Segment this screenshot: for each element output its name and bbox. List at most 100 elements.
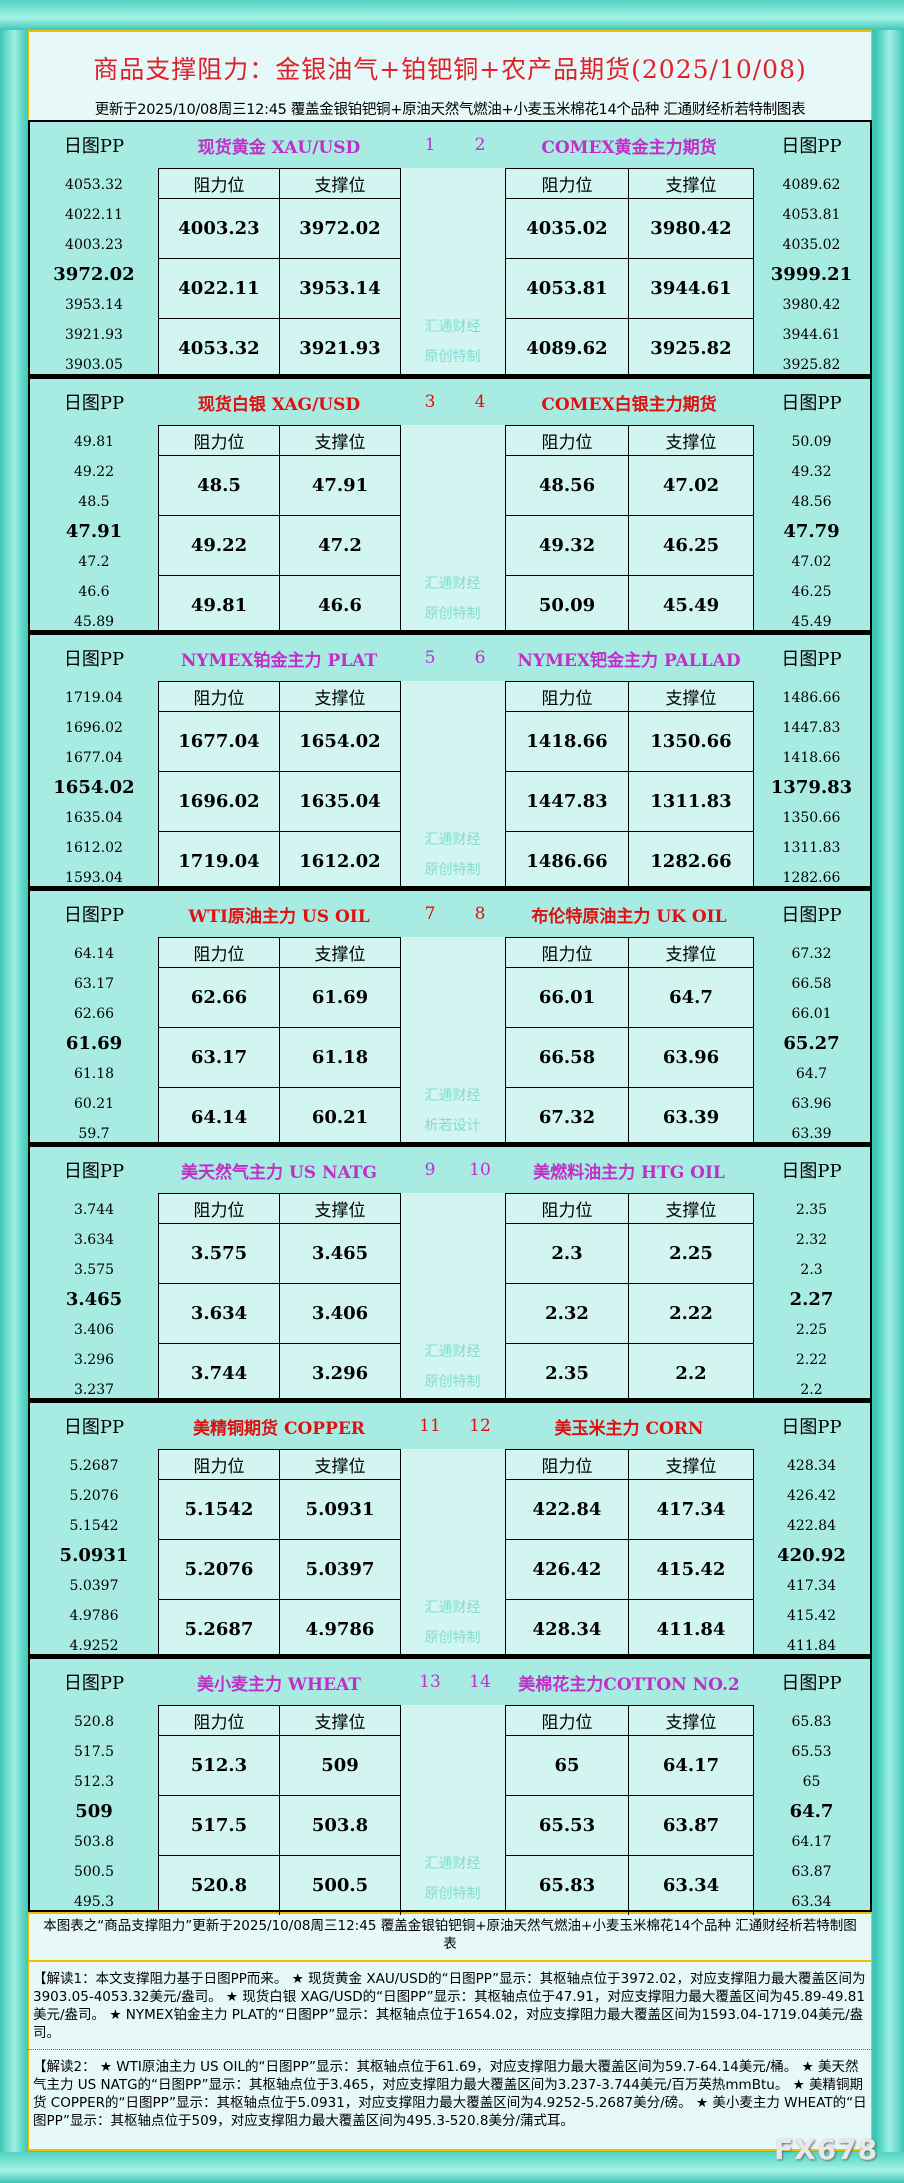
pp-level-value: 500.5 (73, 1864, 115, 1880)
resistance-value: 517.5 (159, 1795, 280, 1855)
pp-level-value: 45.49 (791, 614, 832, 630)
resistance-value: 2.35 (506, 1343, 629, 1403)
pp-level-value: 520.8 (73, 1714, 115, 1730)
section-number-right: 4 (474, 392, 486, 412)
pp-level-value: 517.5 (73, 1744, 115, 1760)
support-value: 45.49 (629, 575, 754, 635)
support-value: 3953.14 (280, 258, 401, 318)
watermark-text: 汇通财经 (424, 1600, 481, 1616)
pp-level-value: 5.2687 (69, 1458, 119, 1474)
level-table-right: 阻力位 支撑位 2.3 2.25 2.32 2.22 2.35 2.2 (505, 1193, 754, 1403)
support-value: 47.2 (280, 515, 401, 575)
level-table-right: 阻力位 支撑位 4035.02 3980.42 4053.81 3944.61 4089.6… (505, 168, 754, 378)
pp-level-value: 63.39 (791, 1126, 832, 1142)
watermark-text: 原创特制 (424, 606, 481, 622)
pp-level-value: 50.09 (791, 434, 832, 450)
support-value: 1654.02 (280, 711, 401, 771)
pp-level-value: 64.14 (73, 946, 115, 962)
watermark-text: 汇通财经 (424, 1344, 481, 1360)
resistance-header: 阻力位 (506, 425, 629, 455)
support-header: 支撑位 (629, 1193, 754, 1223)
resistance-value: 65 (506, 1735, 629, 1795)
pivot-value: 64.7 (789, 1801, 834, 1822)
pp-level-value: 5.1542 (69, 1518, 119, 1534)
pp-label-left: 日图PP (63, 1161, 125, 1182)
resistance-value: 1719.04 (159, 831, 280, 891)
resistance-value: 66.01 (506, 967, 629, 1027)
support-value: 64.17 (629, 1735, 754, 1795)
pivot-value: 1654.02 (53, 777, 135, 798)
pp-level-value: 4022.11 (65, 207, 123, 223)
level-table-left: 阻力位 支撑位 5.1542 5.0931 5.2076 5.0397 5.2687 4.97… (158, 1449, 401, 1659)
pp-level-value: 49.22 (73, 464, 115, 480)
pp-level-value: 3.744 (73, 1202, 115, 1218)
level-table-left: 阻力位 支撑位 62.66 61.69 63.17 61.18 64.14 60.21 (158, 937, 401, 1147)
resistance-header: 阻力位 (159, 1705, 280, 1735)
pp-level-value: 65.53 (791, 1744, 832, 1760)
support-header: 支撑位 (629, 1449, 754, 1479)
pp-level-value: 4035.02 (782, 237, 841, 253)
support-value: 60.21 (280, 1087, 401, 1147)
pivot-value: 2.27 (789, 1289, 834, 1310)
support-value: 415.42 (629, 1539, 754, 1599)
pp-column-right: 428.34 426.42 422.84 420.92 417.34 415.42 411.… (753, 1449, 870, 1654)
commodity-section: 日图PP 美天然气主力 US NATG 9 10 美燃料油主力 HTG OIL 日图PP 3… (28, 1144, 872, 1403)
instrument-name-left: WTI原油主力 US OIL (188, 906, 370, 927)
section-number-left: 7 (424, 904, 436, 924)
support-value: 4.9786 (280, 1599, 401, 1659)
support-value: 509 (280, 1735, 401, 1795)
support-value: 61.69 (280, 967, 401, 1027)
resistance-value: 5.2076 (159, 1539, 280, 1599)
resistance-value: 49.81 (159, 575, 280, 635)
instrument-name-right: 美燃料油主力 HTG OIL (533, 1162, 725, 1183)
pp-label-right: 日图PP (781, 1417, 842, 1438)
pp-label-right: 日图PP (781, 649, 842, 670)
section-number-right: 14 (469, 1672, 491, 1692)
pp-level-value: 66.58 (791, 976, 832, 992)
instrument-name-left: 现货黄金 XAU/USD (197, 137, 361, 158)
commodity-section: 日图PP 现货黄金 XAU/USD 1 2 COMEX黄金主力期货 日图PP 4053.32… (28, 120, 872, 378)
support-value: 3921.93 (280, 318, 401, 378)
pp-label-left: 日图PP (63, 393, 125, 414)
resistance-value: 1418.66 (506, 711, 629, 771)
commodity-section: 日图PP 现货白银 XAG/USD 3 4 COMEX白银主力期货 日图PP 49.81 49… (28, 376, 872, 635)
support-value: 5.0397 (280, 1539, 401, 1599)
footer-read-2: 【解读2： ★ WTI原油主力 US OIL的“日图PP”显示：其枢轴点位于61… (28, 2050, 872, 2151)
pp-level-value: 49.81 (73, 434, 115, 450)
resistance-value: 63.17 (159, 1027, 280, 1087)
section-number-right: 12 (469, 1416, 491, 1436)
pp-column-left: 3.744 3.634 3.575 3.465 3.406 3.296 3.237 (30, 1193, 158, 1398)
support-header: 支撑位 (280, 937, 401, 967)
support-value: 63.96 (629, 1027, 754, 1087)
section-number-right: 10 (469, 1160, 491, 1180)
pivot-value: 61.69 (65, 1033, 123, 1054)
pivot-value: 3999.21 (770, 264, 853, 285)
chart-page: 商品支撑阻力：金银油气+铂钯铜+农产品期货(2025/10/08) 更新于202… (28, 30, 872, 2151)
support-value: 3980.42 (629, 198, 754, 258)
pp-level-value: 45.89 (73, 614, 115, 630)
pp-level-value: 3953.14 (65, 297, 123, 313)
level-table-right: 阻力位 支撑位 422.84 417.34 426.42 415.42 428.34 411.… (505, 1449, 754, 1659)
pp-level-value: 1677.04 (65, 750, 123, 766)
support-value: 64.7 (629, 967, 754, 1027)
level-table-right: 阻力位 支撑位 1418.66 1350.66 1447.83 1311.83 1486.6… (505, 681, 754, 891)
watermark-column: 汇通财经 原创特制 (400, 425, 505, 630)
section-number-left: 3 (424, 392, 436, 412)
resistance-value: 48.56 (506, 455, 629, 515)
resistance-value: 1677.04 (159, 711, 280, 771)
instrument-name-left: 美小麦主力 WHEAT (197, 1674, 361, 1695)
resistance-value: 2.3 (506, 1223, 629, 1283)
support-header: 支撑位 (280, 1193, 401, 1223)
level-table-left: 阻力位 支撑位 1677.04 1654.02 1696.02 1635.04 1719.0… (158, 681, 401, 891)
pp-level-value: 61.18 (73, 1066, 115, 1082)
pp-label-left: 日图PP (63, 136, 125, 157)
section-number-left: 5 (424, 648, 436, 668)
pp-level-value: 3.296 (73, 1352, 115, 1368)
support-header: 支撑位 (629, 168, 754, 198)
resistance-value: 422.84 (506, 1479, 629, 1539)
pp-label-left: 日图PP (63, 1673, 125, 1694)
commodity-section: 日图PP 美小麦主力 WHEAT 13 14 美棉花主力COTTON NO.2 日图PP 5… (28, 1656, 872, 1915)
pp-level-value: 65.83 (791, 1714, 832, 1730)
pp-column-left: 4053.32 4022.11 4003.23 3972.02 3953.14 3921.… (30, 168, 158, 374)
pp-level-value: 1635.04 (65, 810, 123, 826)
